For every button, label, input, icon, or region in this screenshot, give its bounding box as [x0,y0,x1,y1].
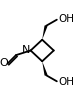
Text: OH: OH [58,14,74,24]
Text: OH: OH [58,77,74,87]
Text: O: O [0,58,8,68]
Text: N: N [21,45,30,55]
Polygon shape [42,25,47,40]
Polygon shape [42,61,47,76]
